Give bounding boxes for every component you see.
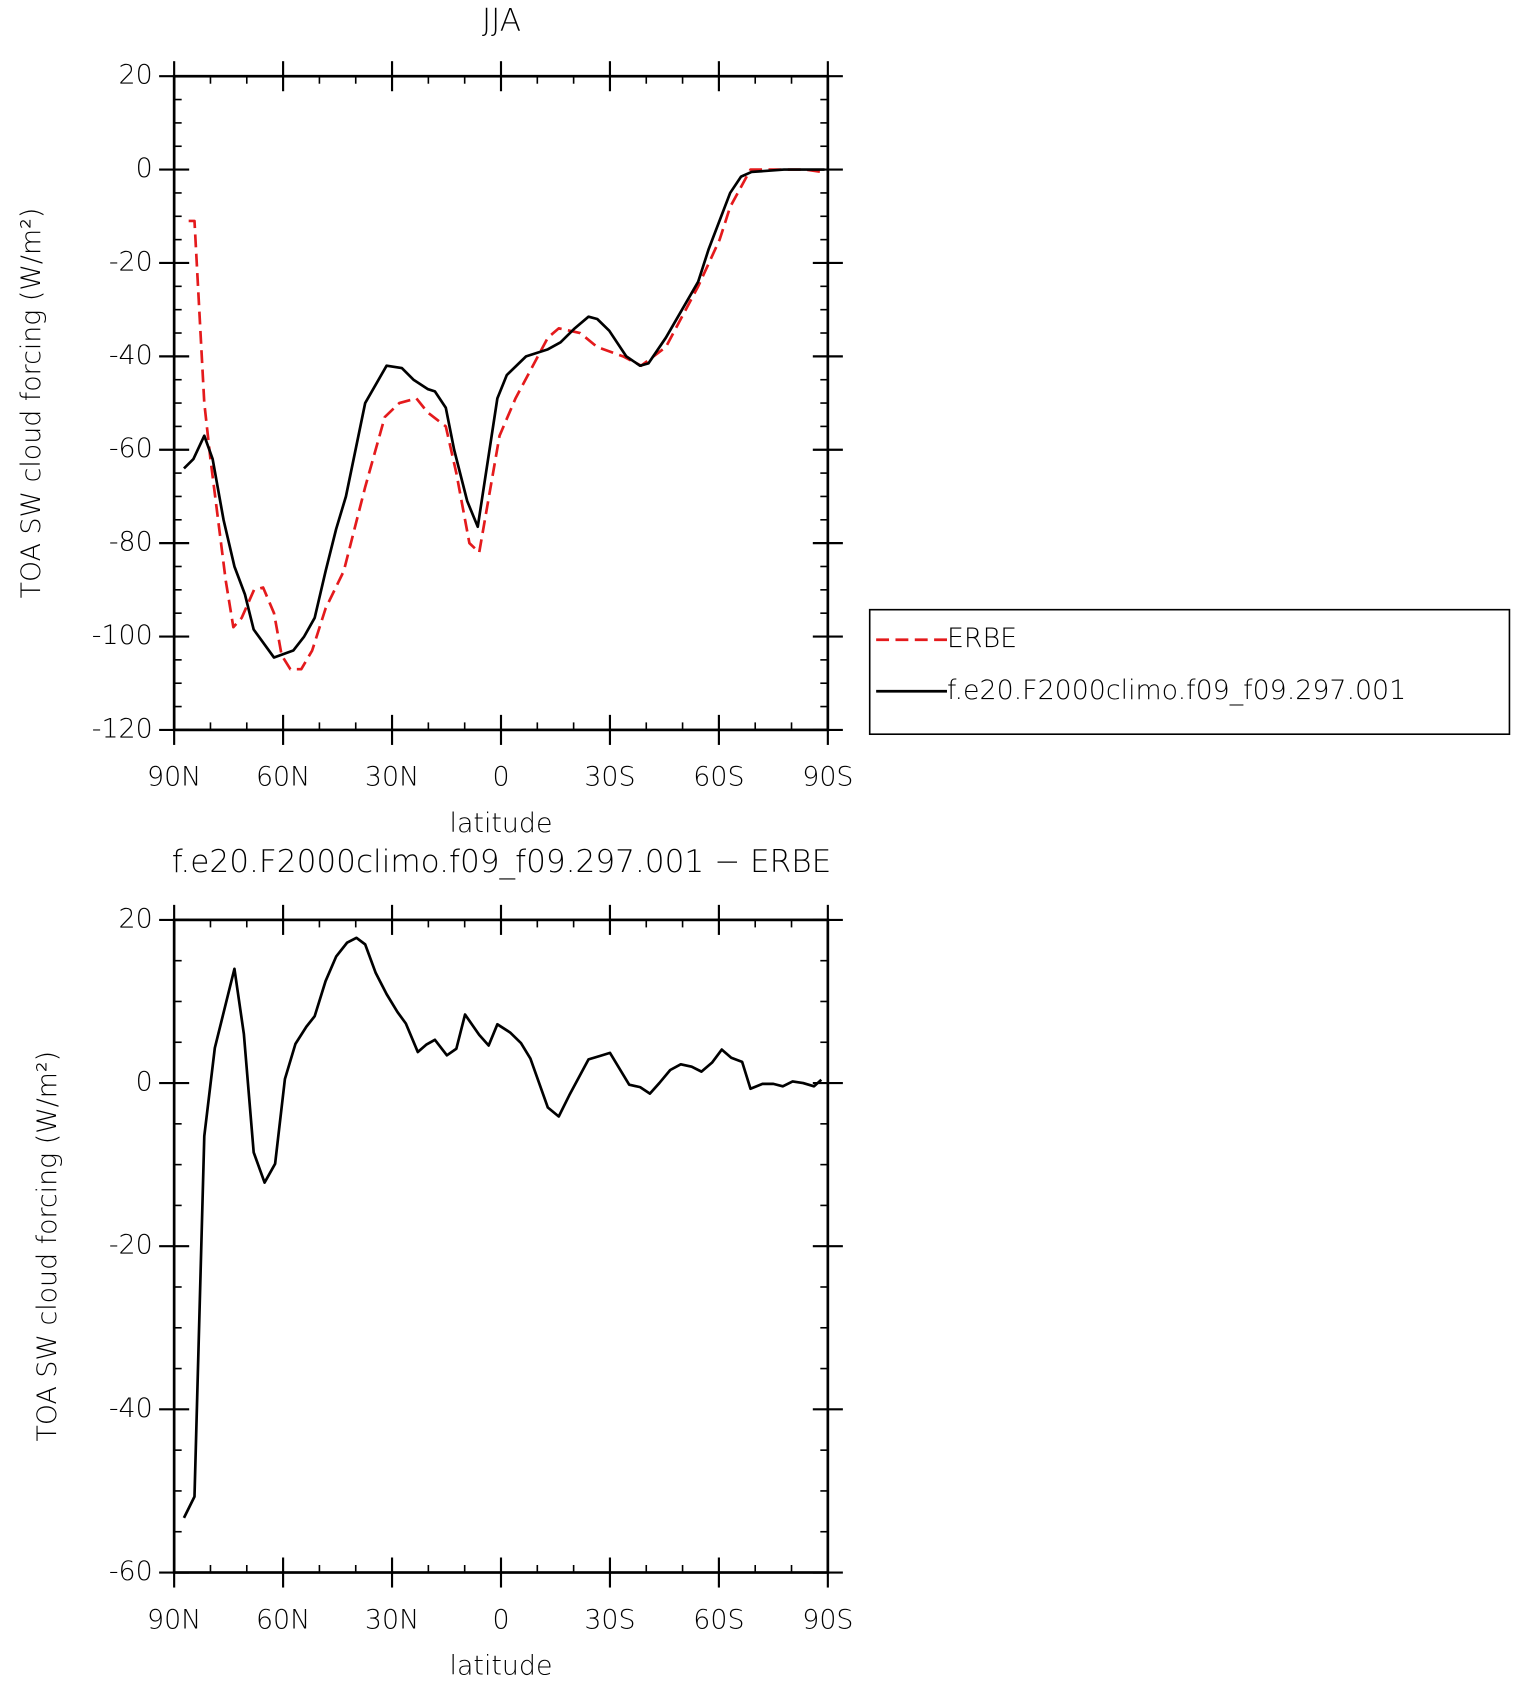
data-line — [182, 936, 823, 1519]
y-tick-label: -60 — [109, 433, 153, 464]
x-tick-label: 60S — [693, 762, 744, 793]
y-tick-label: -120 — [92, 713, 153, 744]
x-tick-label: 90S — [802, 762, 853, 793]
chart-title: JJA — [482, 2, 521, 38]
y-tick-label: -20 — [109, 1230, 153, 1261]
y-tick-label: 20 — [119, 903, 153, 934]
x-tick-label: 0 — [492, 762, 509, 793]
x-tick-label: 90N — [147, 1604, 201, 1635]
y-axis-label: TOA SW cloud forcing (W/m²) — [32, 1051, 63, 1442]
x-tick-label: 60N — [256, 1604, 310, 1635]
x-tick-label: 30N — [365, 762, 419, 793]
x-tick-label: 90S — [802, 1604, 853, 1635]
x-tick-label: 90N — [147, 762, 201, 793]
y-tick-label: -20 — [109, 246, 153, 277]
legend-label: f.e20.F2000climo.f09_f09.297.001 — [947, 675, 1406, 706]
y-tick-label: 0 — [136, 1067, 153, 1098]
x-axis-label: latitude — [450, 808, 553, 839]
x-tick-label: 0 — [492, 1604, 509, 1635]
data-line — [188, 168, 822, 671]
plot-frame — [172, 918, 830, 1574]
x-tick-label: 30N — [365, 1604, 419, 1635]
x-tick-label: 30S — [584, 762, 635, 793]
x-tick-label: 30S — [584, 1604, 635, 1635]
y-tick-label: -40 — [109, 1393, 153, 1424]
plot-frame — [172, 74, 830, 732]
legend-box — [868, 608, 1511, 736]
x-tick-label: 60N — [256, 762, 310, 793]
y-axis-label: TOA SW cloud forcing (W/m²) — [16, 208, 47, 599]
x-tick-label: 60S — [693, 1604, 744, 1635]
y-tick-label: -40 — [109, 340, 153, 371]
y-tick-label: -80 — [109, 527, 153, 558]
y-tick-label: -60 — [109, 1556, 153, 1587]
legend-label: ERBE — [947, 623, 1017, 654]
y-tick-label: 20 — [119, 60, 153, 91]
chart-title: f.e20.F2000climo.f09_f09.297.001 − ERBE — [172, 844, 832, 880]
y-tick-label: -100 — [92, 620, 153, 651]
y-tick-label: 0 — [136, 153, 153, 184]
x-axis-label: latitude — [450, 1650, 553, 1681]
data-line — [183, 168, 825, 659]
